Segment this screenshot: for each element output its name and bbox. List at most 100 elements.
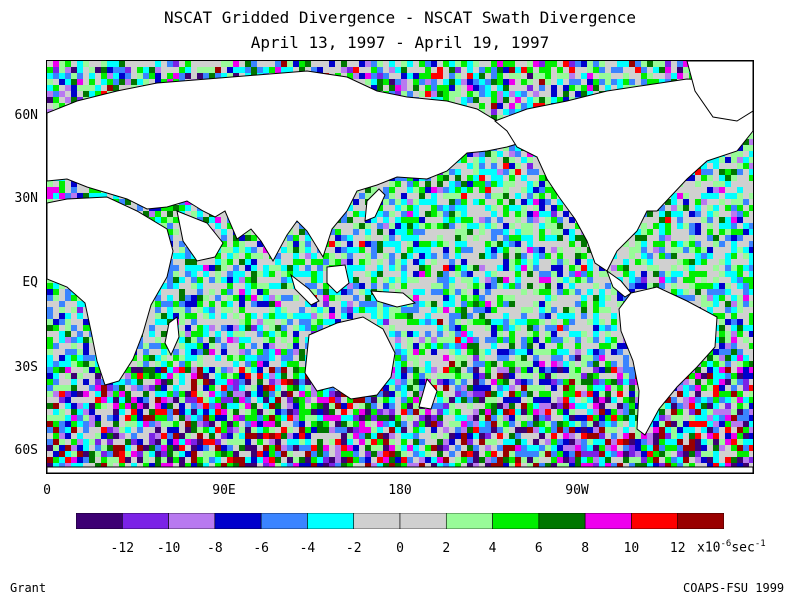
divergence-cell bbox=[503, 355, 509, 361]
divergence-cell bbox=[407, 331, 413, 337]
divergence-cell bbox=[401, 271, 407, 277]
divergence-cell bbox=[737, 307, 743, 313]
divergence-cell bbox=[497, 181, 503, 187]
divergence-cell bbox=[533, 199, 539, 205]
divergence-cell bbox=[311, 313, 317, 319]
divergence-cell bbox=[623, 241, 629, 247]
divergence-cell bbox=[167, 217, 173, 223]
divergence-cell bbox=[269, 301, 275, 307]
divergence-cell bbox=[719, 223, 725, 229]
divergence-cell bbox=[455, 61, 461, 67]
divergence-cell bbox=[233, 271, 239, 277]
divergence-cell bbox=[731, 157, 737, 163]
divergence-cell bbox=[131, 421, 137, 427]
divergence-cell bbox=[527, 265, 533, 271]
divergence-cell bbox=[89, 367, 95, 373]
divergence-cell bbox=[437, 73, 443, 79]
divergence-cell bbox=[179, 307, 185, 313]
divergence-cell bbox=[551, 373, 557, 379]
divergence-cell bbox=[599, 73, 605, 79]
divergence-cell bbox=[89, 193, 95, 199]
divergence-cell bbox=[671, 271, 677, 277]
divergence-cell bbox=[209, 265, 215, 271]
divergence-cell bbox=[59, 415, 65, 421]
divergence-cell bbox=[491, 325, 497, 331]
divergence-cell bbox=[539, 235, 545, 241]
divergence-cell bbox=[581, 235, 587, 241]
divergence-cell bbox=[233, 355, 239, 361]
divergence-cell bbox=[161, 343, 167, 349]
divergence-cell bbox=[59, 103, 65, 109]
divergence-cell bbox=[239, 325, 245, 331]
divergence-cell bbox=[59, 67, 65, 73]
divergence-cell bbox=[287, 415, 293, 421]
divergence-cell bbox=[311, 415, 317, 421]
divergence-cell bbox=[527, 235, 533, 241]
divergence-cell bbox=[509, 157, 515, 163]
divergence-cell bbox=[137, 421, 143, 427]
divergence-cell bbox=[227, 301, 233, 307]
divergence-cell bbox=[185, 391, 191, 397]
divergence-cell bbox=[431, 349, 437, 355]
divergence-cell bbox=[419, 385, 425, 391]
divergence-cell bbox=[515, 367, 521, 373]
divergence-cell bbox=[197, 409, 203, 415]
divergence-cell bbox=[305, 313, 311, 319]
divergence-cell bbox=[71, 337, 77, 343]
divergence-cell bbox=[407, 313, 413, 319]
divergence-cell bbox=[737, 379, 743, 385]
divergence-cell bbox=[521, 265, 527, 271]
divergence-cell bbox=[485, 247, 491, 253]
divergence-cell bbox=[359, 403, 365, 409]
divergence-cell bbox=[635, 277, 641, 283]
divergence-cell bbox=[215, 391, 221, 397]
divergence-cell bbox=[515, 259, 521, 265]
divergence-cell bbox=[443, 61, 449, 67]
divergence-cell bbox=[407, 397, 413, 403]
divergence-cell bbox=[251, 247, 257, 253]
divergence-cell bbox=[491, 67, 497, 73]
divergence-cell bbox=[593, 67, 599, 73]
divergence-cell bbox=[659, 61, 665, 67]
divergence-cell bbox=[137, 367, 143, 373]
divergence-cell bbox=[713, 409, 719, 415]
divergence-cell bbox=[155, 385, 161, 391]
divergence-cell bbox=[203, 343, 209, 349]
divergence-cell bbox=[509, 301, 515, 307]
divergence-cell bbox=[437, 325, 443, 331]
divergence-cell bbox=[383, 187, 389, 193]
divergence-cell bbox=[461, 223, 467, 229]
divergence-cell bbox=[707, 385, 713, 391]
divergence-cell bbox=[449, 373, 455, 379]
divergence-cell bbox=[239, 415, 245, 421]
divergence-cell bbox=[455, 91, 461, 97]
divergence-cell bbox=[677, 289, 683, 295]
divergence-cell bbox=[179, 247, 185, 253]
divergence-cell bbox=[725, 205, 731, 211]
divergence-cell bbox=[365, 223, 371, 229]
divergence-cell bbox=[509, 295, 515, 301]
divergence-cell bbox=[371, 283, 377, 289]
divergence-cell bbox=[461, 271, 467, 277]
divergence-cell bbox=[227, 403, 233, 409]
divergence-cell bbox=[389, 229, 395, 235]
divergence-cell bbox=[401, 331, 407, 337]
divergence-cell bbox=[473, 61, 479, 67]
divergence-cell bbox=[167, 223, 173, 229]
divergence-cell bbox=[473, 355, 479, 361]
divergence-cell bbox=[239, 337, 245, 343]
divergence-cell bbox=[401, 79, 407, 85]
divergence-cell bbox=[461, 385, 467, 391]
divergence-cell bbox=[233, 373, 239, 379]
divergence-cell bbox=[299, 307, 305, 313]
divergence-cell bbox=[731, 253, 737, 259]
divergence-cell bbox=[53, 283, 59, 289]
divergence-cell bbox=[443, 379, 449, 385]
divergence-cell bbox=[461, 229, 467, 235]
divergence-cell bbox=[701, 415, 707, 421]
divergence-cell bbox=[95, 379, 101, 385]
divergence-cell bbox=[527, 409, 533, 415]
divergence-cell bbox=[629, 79, 635, 85]
divergence-cell bbox=[449, 169, 455, 175]
divergence-cell bbox=[437, 289, 443, 295]
